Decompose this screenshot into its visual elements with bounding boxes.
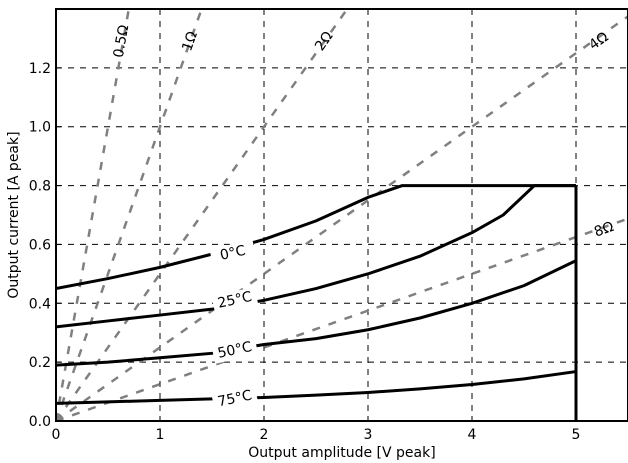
x-axis-label: Output amplitude [V peak] bbox=[248, 445, 435, 461]
series-line bbox=[56, 259, 577, 367]
y-axis-label: Output current [A peak] bbox=[6, 131, 22, 298]
tick-labels: 0 1 2 3 4 5 0.0 0.2 0.4 0.6 0.8 1.0 1.2 bbox=[29, 61, 581, 443]
y-tick-label: 0.0 bbox=[29, 414, 51, 430]
y-tick-label: 0.2 bbox=[29, 355, 51, 371]
axes bbox=[55, 8, 628, 422]
series-label: 75°C bbox=[216, 387, 253, 410]
series-label-background bbox=[211, 385, 259, 413]
load-line-label: 8Ω bbox=[592, 219, 616, 241]
load-line-label: 1Ω bbox=[179, 29, 201, 53]
series-label: 0°C bbox=[219, 243, 248, 264]
x-tick-label: 3 bbox=[364, 427, 373, 443]
series-label-background bbox=[209, 239, 257, 267]
series-label: 25°C bbox=[216, 289, 253, 312]
series-line bbox=[56, 370, 577, 405]
temperature-curves bbox=[56, 184, 577, 405]
y-tick-label: 1.0 bbox=[29, 120, 51, 136]
y-tick-label: 0.8 bbox=[29, 179, 51, 195]
x-tick-label: 2 bbox=[260, 427, 269, 443]
load-line-label: 0.5Ω bbox=[111, 23, 133, 59]
y-tick-label: 0.6 bbox=[29, 237, 51, 253]
series-label: 50°C bbox=[216, 339, 253, 362]
y-tick-label: 1.2 bbox=[29, 61, 51, 77]
x-tick-label: 0 bbox=[52, 427, 61, 443]
plot-frame bbox=[55, 8, 628, 422]
y-tick-label: 0.4 bbox=[29, 296, 51, 312]
load-line bbox=[56, 15, 628, 421]
series-line bbox=[56, 184, 576, 329]
x-tick-label: 5 bbox=[572, 427, 581, 443]
series-line bbox=[56, 184, 576, 291]
series-label-background bbox=[211, 336, 259, 364]
load-lines bbox=[56, 9, 628, 421]
x-tick-label: 1 bbox=[156, 427, 165, 443]
x-tick-label: 4 bbox=[468, 427, 477, 443]
series-label-background bbox=[211, 286, 259, 314]
load-line bbox=[56, 9, 203, 421]
load-line bbox=[56, 9, 131, 421]
